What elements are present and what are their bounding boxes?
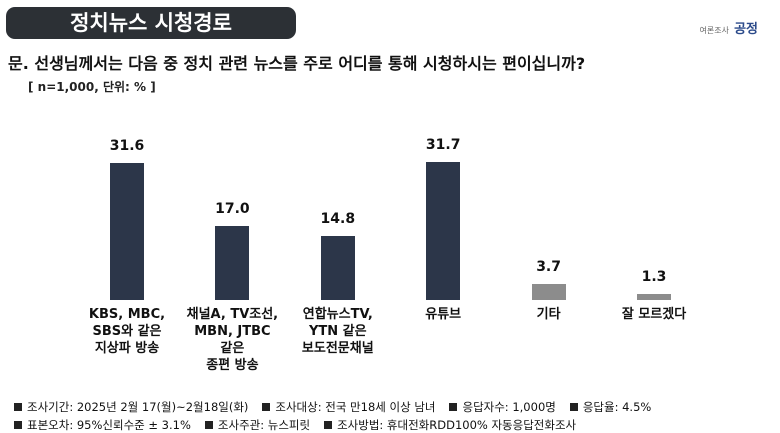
footer-item: 조사주관: 뉴스피릿 <box>205 417 310 433</box>
footer-item: 응답자수: 1,000명 <box>449 399 555 415</box>
x-tick-label: 잘 모르겠다 <box>621 307 687 322</box>
footer-item: 조사대상: 전국 만18세 이상 남녀 <box>262 399 435 415</box>
bar <box>110 162 144 300</box>
chart-title: 문. 선생님께서는 다음 중 정치 관련 뉴스를 주로 어디를 통해 시청하시는… <box>8 54 586 73</box>
value-label: 3.7 <box>536 258 561 275</box>
x-tick-label: 유튜브 <box>425 307 462 322</box>
x-tick-label: KBS, MBC, SBS와 같은 지상파 방송 <box>88 307 166 356</box>
footer-item: 조사기간: 2025년 2월 17(월)~2월18일(화) <box>14 399 248 415</box>
chart-subtitle: [ n=1,000, 단위: % ] <box>28 80 156 94</box>
x-tick-label: 연합뉴스TV, YTN 같은 보도전문채널 <box>301 307 374 356</box>
bar <box>215 226 250 300</box>
footer-row: 조사기간: 2025년 2월 17(월)~2월18일(화) 조사대상: 전국 만1… <box>14 399 651 415</box>
footer-item: 조사방법: 휴대전화RDD100% 자동응답전화조사 <box>324 417 576 433</box>
header-title: 정치뉴스 시청경로 <box>6 7 296 39</box>
footer-item: 표본오차: 95%신뢰수준 ± 3.1% <box>14 417 191 433</box>
logo: 여론조사 공정 <box>700 18 758 37</box>
bar <box>637 294 671 300</box>
x-tick-label: 기타 <box>536 307 561 322</box>
logo-main: 공정 <box>734 22 758 37</box>
value-label: 17.0 <box>215 201 250 218</box>
footer-row: 표본오차: 95%신뢰수준 ± 3.1% 조사주관: 뉴스피릿 조사방법: 휴대전화… <box>14 417 576 433</box>
bar <box>531 283 566 300</box>
footer-item: 응답율: 4.5% <box>570 399 652 415</box>
bar <box>426 162 461 300</box>
value-label: 31.6 <box>109 137 145 154</box>
logo-small: 여론조사 <box>699 26 729 35</box>
value-label: 14.8 <box>320 210 356 227</box>
value-label: 31.7 <box>425 137 461 154</box>
bar <box>320 235 355 300</box>
value-label: 1.3 <box>641 269 667 286</box>
x-tick-label: 채널A, TV조선, MBN, JTBC 같은 종편 방송 <box>186 307 279 373</box>
